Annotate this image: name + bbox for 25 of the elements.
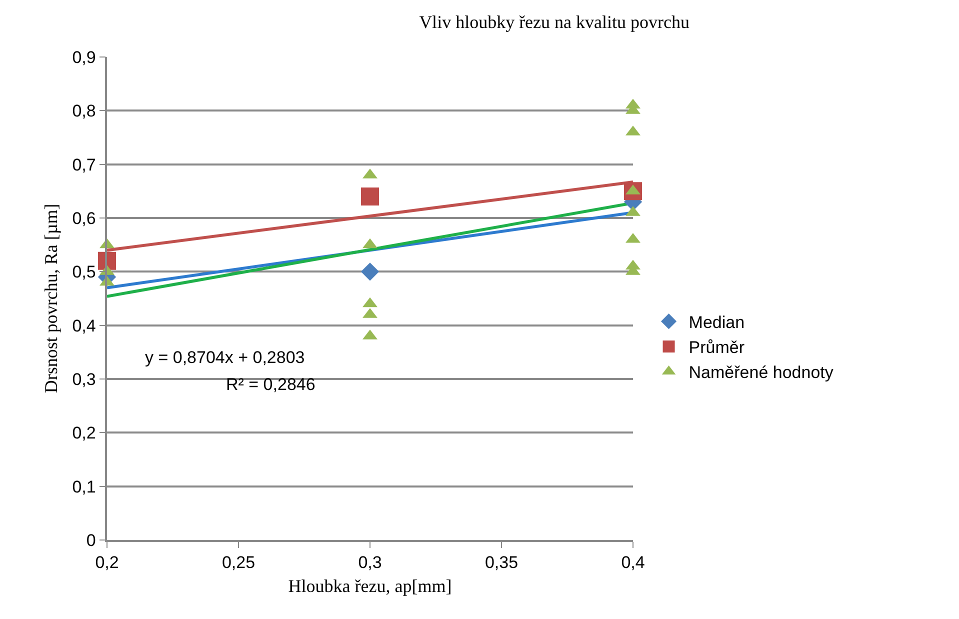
x-tick-label: 0,2	[95, 553, 119, 572]
y-tick-label: 0,7	[72, 155, 96, 174]
legend-label: Průměr	[688, 338, 745, 358]
x-axis-title: Hloubka řezu, ap[mm]	[288, 576, 452, 596]
chart-title: Vliv hloubky řezu na kvalitu povrchu	[419, 12, 690, 32]
y-tick-label: 0,6	[72, 208, 96, 228]
y-tick-label: 0,2	[72, 424, 96, 443]
y-tick-label: 0,8	[72, 102, 96, 121]
annotation: y = 0,8704x + 0,2803	[145, 348, 305, 367]
annotation: R² = 0,2846	[226, 375, 316, 394]
legend-label: Median	[688, 312, 745, 332]
x-tick-label: 0,3	[358, 553, 382, 572]
x-tick-label: 0,25	[222, 553, 256, 572]
y-axis-title: Drsnost povrchu, Ra [µm]	[40, 204, 61, 394]
y-tick-label: 0,4	[72, 316, 96, 336]
x-tick-label: 0,35	[484, 553, 518, 572]
point	[361, 188, 379, 206]
y-tick-label: 0,1	[72, 477, 96, 496]
y-tick-label: 0,3	[72, 370, 96, 389]
y-tick-label: 0,5	[72, 262, 96, 282]
x-tick-label: 0,4	[621, 553, 645, 572]
legend-label: Naměřené hodnoty	[688, 363, 834, 382]
y-tick-label: 0	[86, 530, 96, 550]
point	[360, 262, 380, 281]
y-tick-label: 0,9	[72, 48, 96, 67]
